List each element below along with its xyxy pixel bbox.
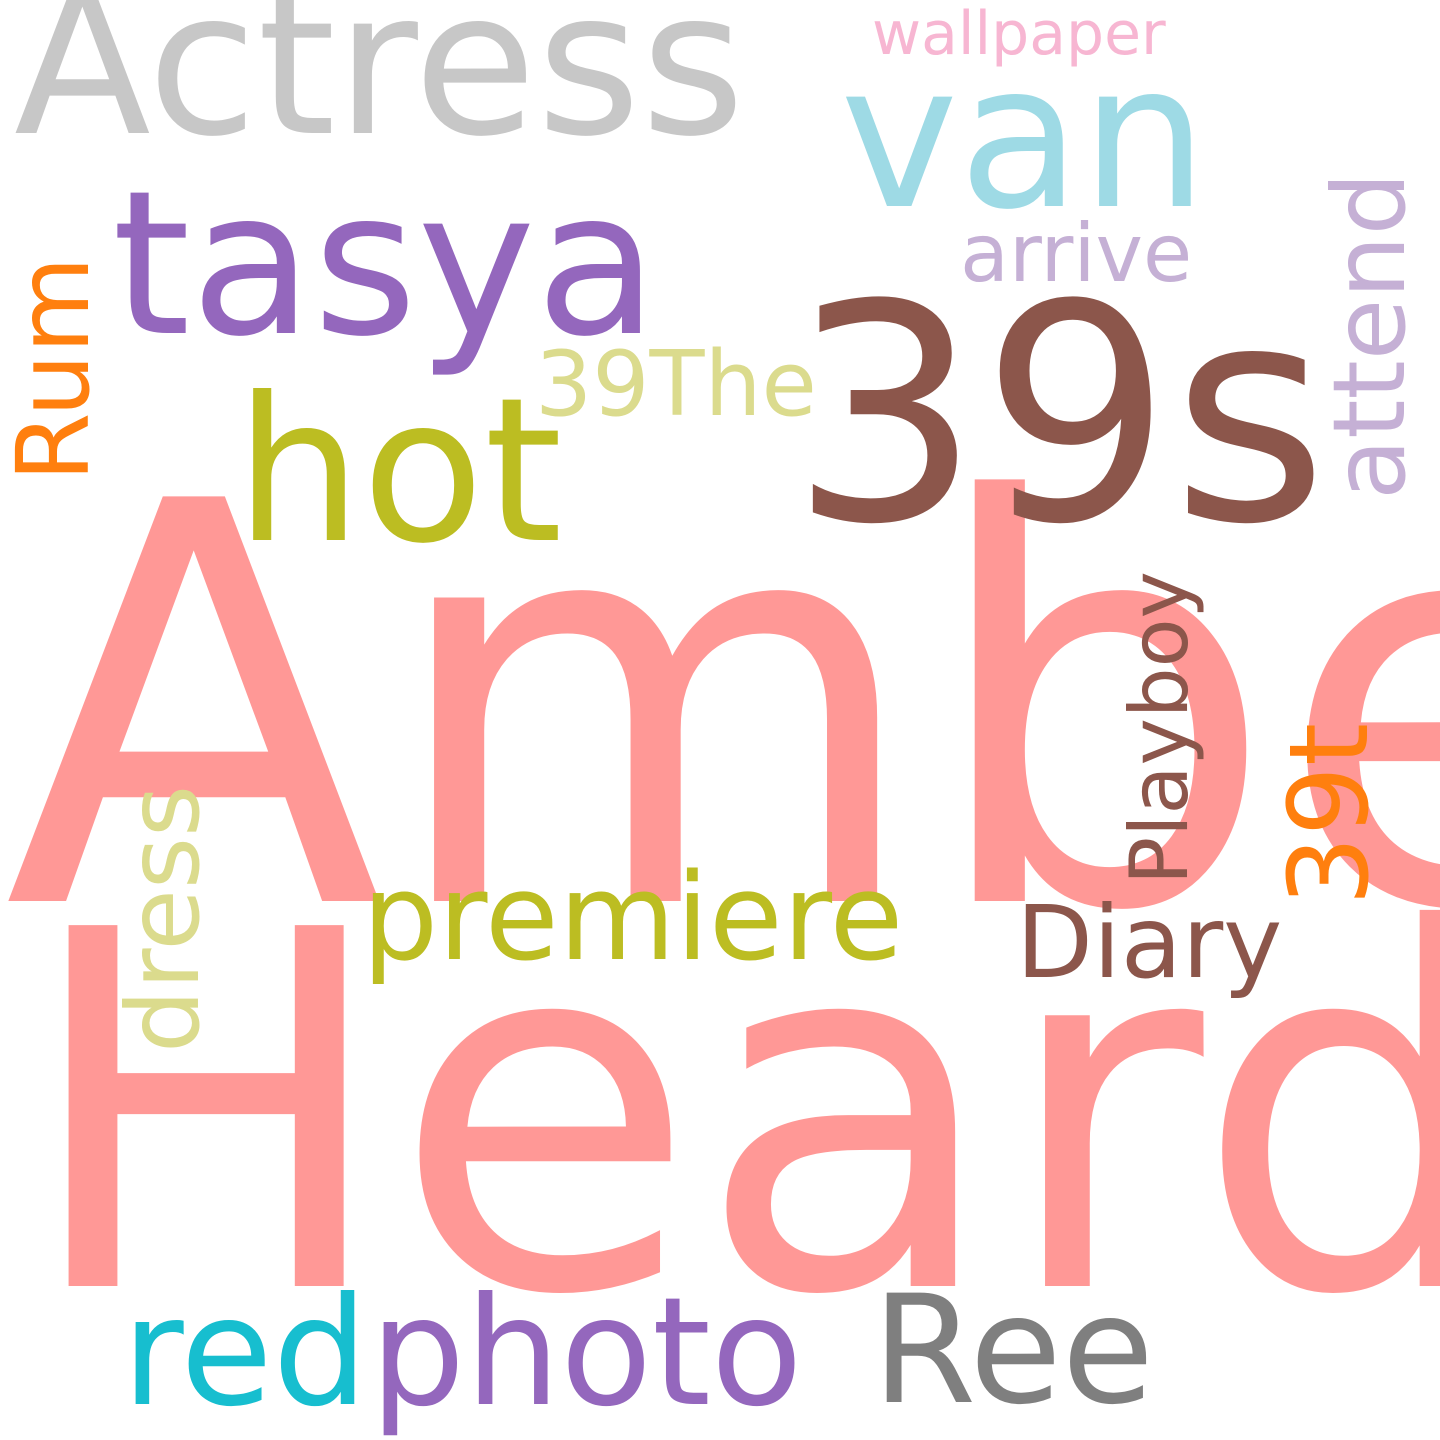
word-ree: Ree (872, 1264, 1155, 1438)
word-amber: Amber (4, 386, 1440, 1032)
word-actress: Actress (14, 0, 745, 181)
word-red: red (122, 1266, 368, 1440)
word-playboy: Playboy (1113, 571, 1206, 885)
word-van: van (840, 21, 1208, 254)
word-hot: hot (235, 355, 563, 588)
word-heard: Heard (20, 827, 1440, 1403)
word-diary: Diary (1016, 884, 1283, 1001)
word-arrive: arrive (960, 207, 1193, 300)
word-39the: 39The (535, 332, 817, 437)
word-39s: 39s (790, 241, 1329, 590)
word-dress: dress (105, 784, 222, 1053)
word-wallpaper: wallpaper (872, 0, 1166, 69)
word-tasya: tasya (112, 148, 659, 381)
word-photo: photo (370, 1266, 803, 1440)
word-39t: 39t (1265, 722, 1393, 906)
word-attend: attend (1311, 171, 1428, 500)
word-premiere: premiere (362, 849, 904, 988)
word-rum: Rum (0, 256, 112, 482)
